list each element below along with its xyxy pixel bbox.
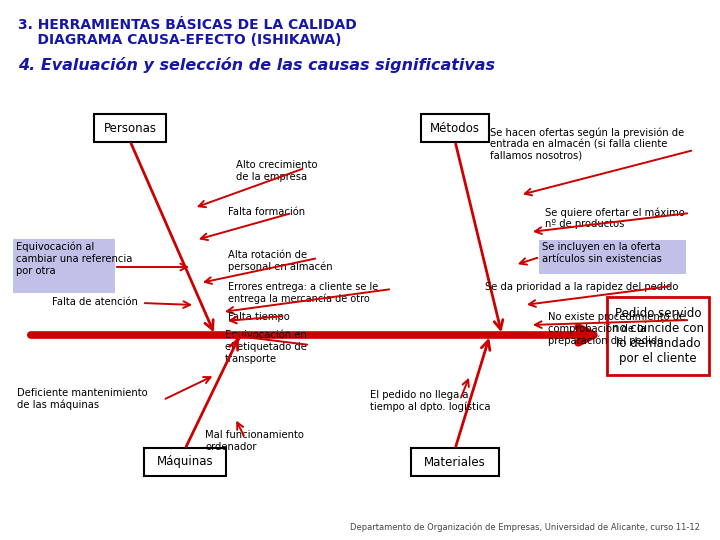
Text: Métodos: Métodos [430, 122, 480, 134]
Text: Equivocación al
cambiar una referencia
por otra: Equivocación al cambiar una referencia p… [16, 242, 132, 276]
Text: Máquinas: Máquinas [157, 456, 213, 469]
Text: Se incluyen en la oferta
artículos sin existencias: Se incluyen en la oferta artículos sin e… [542, 242, 662, 264]
Text: Se hacen ofertas según la previsión de
entrada en almacén (si falla cliente
fall: Se hacen ofertas según la previsión de e… [490, 127, 684, 161]
Text: DIAGRAMA CAUSA-EFECTO (ISHIKAWA): DIAGRAMA CAUSA-EFECTO (ISHIKAWA) [18, 33, 341, 47]
Text: Departamento de Organización de Empresas, Universidad de Alicante, curso 11-12: Departamento de Organización de Empresas… [350, 523, 700, 532]
Text: 3. HERRAMIENTAS BÁSICAS DE LA CALIDAD: 3. HERRAMIENTAS BÁSICAS DE LA CALIDAD [18, 18, 356, 32]
FancyBboxPatch shape [94, 114, 166, 142]
Text: 4. Evaluación y selección de las causas significativas: 4. Evaluación y selección de las causas … [18, 57, 495, 73]
Text: Se da prioridad a la rapidez del pedido: Se da prioridad a la rapidez del pedido [485, 282, 678, 292]
Text: Pedido servido
no coincide con
lo demandado
por el cliente: Pedido servido no coincide con lo demand… [612, 307, 704, 365]
Text: Falta tiempo: Falta tiempo [228, 312, 289, 322]
Text: Errores entrega: a cliente se le
entrega la mercancía de otro: Errores entrega: a cliente se le entrega… [228, 282, 378, 304]
Text: Alta rotación de
personal en almacén: Alta rotación de personal en almacén [228, 250, 333, 272]
Text: Se quiere ofertar el máximo
nº de productos: Se quiere ofertar el máximo nº de produc… [545, 207, 685, 229]
Text: Falta de atención: Falta de atención [52, 297, 138, 307]
FancyBboxPatch shape [144, 448, 226, 476]
Text: Materiales: Materiales [424, 456, 486, 469]
Text: Deficiente mantenimiento
de las máquinas: Deficiente mantenimiento de las máquinas [17, 388, 148, 410]
Text: No existe procedimiento de
comprobación de la
preparación del pedido: No existe procedimiento de comprobación … [548, 312, 685, 346]
FancyBboxPatch shape [607, 297, 709, 375]
FancyBboxPatch shape [13, 239, 115, 293]
FancyBboxPatch shape [411, 448, 499, 476]
Text: Personas: Personas [104, 122, 156, 134]
Text: Equivocación en
el etiquetado de
transporte: Equivocación en el etiquetado de transpo… [225, 330, 307, 364]
Text: El pedido no llega a
tiempo al dpto. logística: El pedido no llega a tiempo al dpto. log… [370, 390, 490, 412]
Text: Alto crecimiento
de la empresa: Alto crecimiento de la empresa [236, 160, 318, 181]
Text: Falta formación: Falta formación [228, 207, 305, 217]
Text: Mal funcionamiento
ordenador: Mal funcionamiento ordenador [205, 430, 304, 451]
FancyBboxPatch shape [539, 240, 686, 274]
FancyBboxPatch shape [421, 114, 489, 142]
